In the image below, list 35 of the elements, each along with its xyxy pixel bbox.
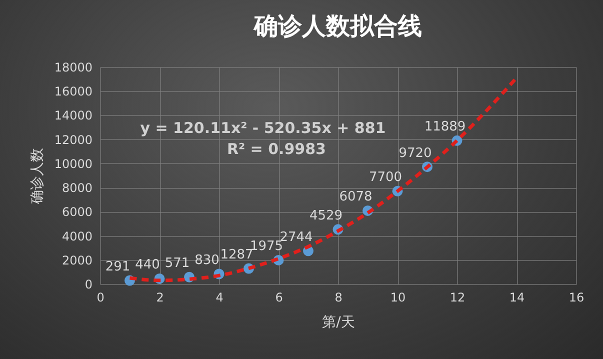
data-label: 4529 <box>309 208 343 224</box>
data-label: 830 <box>194 252 220 268</box>
data-label: 1287 <box>220 247 254 262</box>
annotation: y = 120.11x² - 520.35x + 881 <box>140 119 386 137</box>
y-tick-label: 4000 <box>62 229 92 244</box>
x-tick-label: 14 <box>509 290 525 304</box>
x-tick-label: 12 <box>450 290 466 304</box>
data-label: 7700 <box>368 170 402 186</box>
x-axis-title: 第/天 <box>322 314 355 330</box>
data-label: 291 <box>105 259 130 274</box>
y-tick-label: 18000 <box>54 60 92 74</box>
x-tick-label: 4 <box>216 290 224 304</box>
y-tick-label: 16000 <box>54 84 92 99</box>
x-tick-label: 16 <box>568 290 584 304</box>
x-tick-label: 0 <box>96 290 104 304</box>
data-label: 9720 <box>398 146 432 161</box>
y-tick-label: 10000 <box>54 156 92 171</box>
x-tick-label: 10 <box>390 290 406 304</box>
data-label: 571 <box>164 256 190 272</box>
y-tick-label: 14000 <box>54 108 92 123</box>
data-label: 11889 <box>424 120 466 135</box>
data-label: 440 <box>135 258 160 273</box>
y-tick-label: 8000 <box>62 181 92 196</box>
y-tick-label: 0 <box>84 278 92 292</box>
x-tick-label: 2 <box>156 290 164 304</box>
chart-title: 确诊人数拟合线 <box>253 12 422 40</box>
annotation: R² = 0.9983 <box>226 140 326 158</box>
x-tick-label: 8 <box>334 290 342 304</box>
y-axis-title: 确诊人数 <box>29 148 46 205</box>
y-tick-label: 6000 <box>62 205 92 220</box>
data-label: 6078 <box>339 190 372 205</box>
data-label: 2744 <box>280 230 313 245</box>
y-tick-label: 12000 <box>54 132 92 147</box>
x-tick-label: 6 <box>275 290 283 304</box>
y-tick-label: 2000 <box>62 253 92 268</box>
